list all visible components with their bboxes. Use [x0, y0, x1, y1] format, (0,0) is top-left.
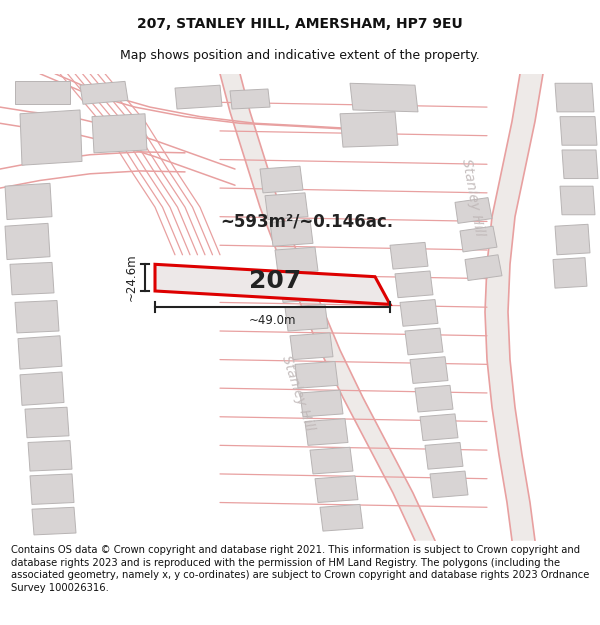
Polygon shape [295, 361, 338, 388]
Polygon shape [320, 504, 363, 531]
Polygon shape [5, 183, 52, 219]
Polygon shape [485, 74, 543, 541]
Polygon shape [18, 336, 62, 369]
Polygon shape [555, 83, 594, 112]
Polygon shape [28, 441, 72, 471]
Polygon shape [553, 258, 587, 288]
Polygon shape [275, 247, 318, 274]
Polygon shape [270, 219, 313, 246]
Text: Stanley Hill: Stanley Hill [279, 354, 317, 432]
Polygon shape [220, 74, 435, 541]
Polygon shape [80, 81, 128, 104]
Text: Map shows position and indicative extent of the property.: Map shows position and indicative extent… [120, 49, 480, 62]
Polygon shape [430, 471, 468, 498]
Polygon shape [30, 474, 74, 504]
Polygon shape [260, 166, 303, 193]
Polygon shape [350, 83, 418, 112]
Text: 207: 207 [249, 269, 301, 292]
Polygon shape [460, 226, 497, 252]
Polygon shape [265, 193, 308, 219]
Polygon shape [340, 112, 398, 147]
Polygon shape [92, 114, 147, 153]
Polygon shape [175, 85, 222, 109]
Text: 207, STANLEY HILL, AMERSHAM, HP7 9EU: 207, STANLEY HILL, AMERSHAM, HP7 9EU [137, 17, 463, 31]
Text: ~49.0m: ~49.0m [249, 314, 296, 327]
Polygon shape [415, 386, 453, 412]
Polygon shape [455, 198, 492, 223]
Polygon shape [155, 264, 390, 304]
Text: ~24.6m: ~24.6m [125, 254, 137, 301]
Polygon shape [20, 110, 82, 165]
Polygon shape [280, 276, 323, 302]
Polygon shape [555, 224, 590, 255]
Polygon shape [395, 271, 433, 298]
Polygon shape [10, 262, 54, 295]
Polygon shape [400, 299, 438, 326]
Polygon shape [305, 419, 348, 446]
Polygon shape [230, 89, 270, 109]
Polygon shape [465, 255, 502, 281]
Polygon shape [15, 81, 70, 104]
Polygon shape [560, 186, 595, 215]
Polygon shape [15, 301, 59, 333]
Polygon shape [315, 476, 358, 502]
Polygon shape [290, 333, 333, 359]
Polygon shape [5, 223, 50, 259]
Polygon shape [285, 304, 328, 331]
Polygon shape [310, 448, 353, 474]
Polygon shape [25, 408, 69, 437]
Polygon shape [560, 117, 597, 145]
Polygon shape [420, 414, 458, 441]
Text: Stanley Hill: Stanley Hill [459, 158, 487, 238]
Polygon shape [390, 242, 428, 269]
Polygon shape [20, 372, 64, 406]
Polygon shape [410, 357, 448, 383]
Polygon shape [425, 442, 463, 469]
Polygon shape [562, 150, 598, 179]
Polygon shape [32, 508, 76, 535]
Polygon shape [405, 328, 443, 355]
Text: Contains OS data © Crown copyright and database right 2021. This information is : Contains OS data © Crown copyright and d… [11, 545, 589, 593]
Polygon shape [300, 390, 343, 417]
Text: ~593m²/~0.146ac.: ~593m²/~0.146ac. [220, 213, 393, 231]
